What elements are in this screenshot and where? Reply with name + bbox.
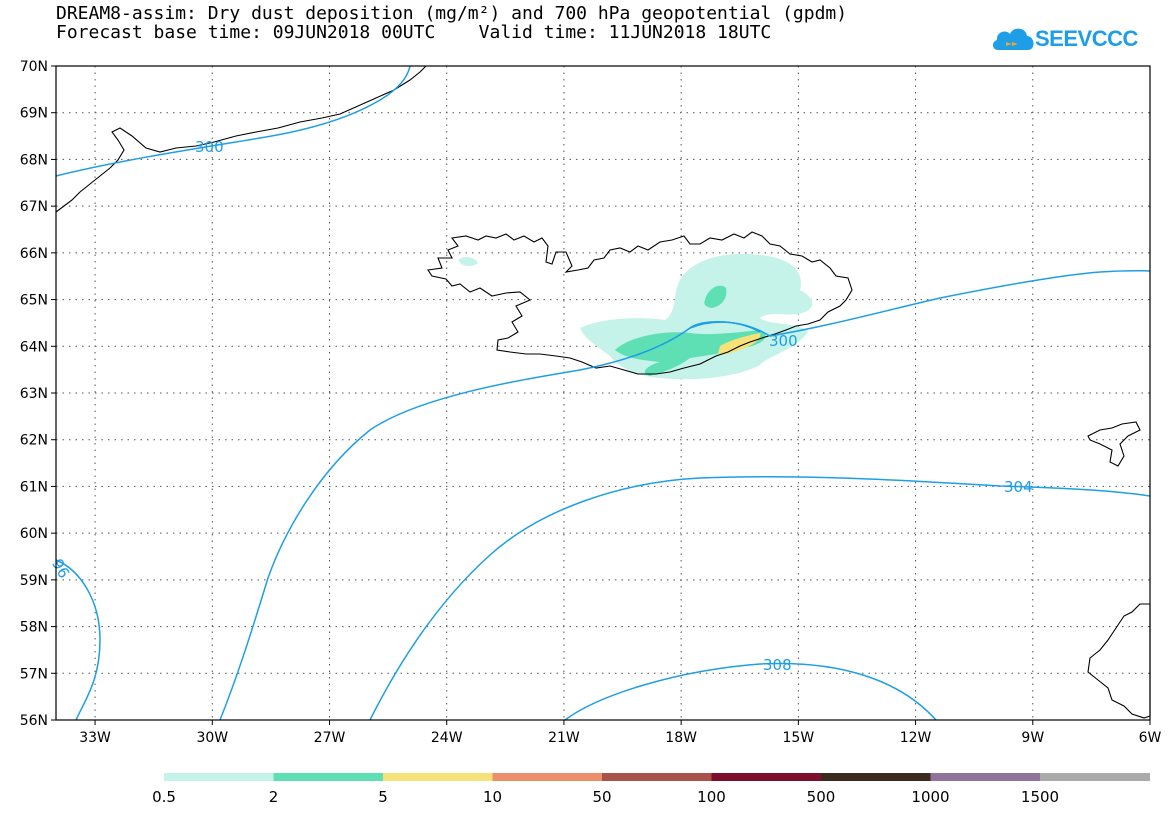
colorbar-segment bbox=[711, 773, 822, 781]
faroe-coastline bbox=[1087, 421, 1141, 467]
seevccc-logo: SEEVCCC bbox=[990, 20, 1140, 60]
colorbar-label: 2 bbox=[269, 788, 279, 806]
lat-tick-label: 59N bbox=[20, 573, 48, 589]
contour-300-loop bbox=[689, 321, 761, 333]
colorbar-segment bbox=[492, 773, 603, 781]
lon-tick-label: 18W bbox=[665, 730, 697, 746]
contour-296 bbox=[55, 559, 101, 721]
lon-tick-label: 33W bbox=[79, 730, 111, 746]
dust-area-medium bbox=[615, 330, 766, 376]
lat-tick-label: 61N bbox=[20, 479, 48, 495]
colorbar-label: 10 bbox=[483, 788, 502, 806]
lon-tick-label: 9W bbox=[1021, 730, 1044, 746]
lat-tick-label: 70N bbox=[20, 59, 48, 75]
dust-area-light-2 bbox=[458, 257, 478, 267]
contour-300-main bbox=[219, 270, 1151, 721]
chart-subtitle: Forecast base time: 09JUN2018 00UTC Vali… bbox=[56, 22, 772, 43]
gridlines bbox=[56, 66, 1150, 720]
lon-tick-label: 27W bbox=[314, 730, 346, 746]
lat-tick-label: 67N bbox=[20, 199, 48, 215]
dust-area-high bbox=[718, 333, 761, 355]
cloud-icon bbox=[992, 28, 1034, 50]
colorbar-label: 1500 bbox=[1021, 788, 1059, 806]
contour-label-308: 308 bbox=[763, 656, 792, 674]
lat-tick-label: 65N bbox=[20, 293, 48, 309]
lon-tick-label: 12W bbox=[900, 730, 932, 746]
latitude-labels: 70N 69N 68N 67N 66N 65N 64N 63N 62N 61N 60N 59N 58N 5… bbox=[20, 59, 56, 729]
logo-text: SEEVCCC bbox=[1035, 26, 1138, 51]
colorbar-segment bbox=[164, 773, 274, 781]
colorbar-segment bbox=[383, 773, 493, 781]
lat-tick-label: 64N bbox=[20, 339, 48, 355]
colorbar-label: 50 bbox=[592, 788, 611, 806]
dust-area-medium-2 bbox=[704, 285, 727, 308]
contour-300-north bbox=[55, 65, 411, 177]
lat-tick-label: 63N bbox=[20, 386, 48, 402]
lat-tick-label: 58N bbox=[20, 620, 48, 636]
colorbar-segment bbox=[602, 773, 712, 781]
colorbar: 0.5 2 5 10 50 100 500 1000 1500 bbox=[152, 773, 1150, 806]
dust-area-light bbox=[580, 253, 813, 380]
contour-label-96: 96 bbox=[48, 556, 73, 582]
lat-tick-label: 69N bbox=[20, 106, 48, 122]
colorbar-label: 1000 bbox=[911, 788, 949, 806]
greenland-coastline bbox=[55, 65, 427, 213]
lon-tick-label: 21W bbox=[548, 730, 580, 746]
contour-304 bbox=[369, 475, 1151, 721]
lon-tick-label: 30W bbox=[196, 730, 228, 746]
contour-label-300-north: 300 bbox=[195, 138, 224, 156]
lat-tick-label: 56N bbox=[20, 713, 48, 729]
colorbar-label: 5 bbox=[378, 788, 388, 806]
colorbar-segment bbox=[1040, 773, 1150, 781]
lon-tick-label: 6W bbox=[1139, 730, 1162, 746]
contour-labels: 300 300 304 308 96 bbox=[48, 138, 1033, 674]
iceland-coastline bbox=[427, 231, 853, 375]
dust-deposition-shading bbox=[458, 253, 813, 380]
lat-tick-label: 62N bbox=[20, 433, 48, 449]
lat-tick-label: 57N bbox=[20, 666, 48, 682]
contour-label-304: 304 bbox=[1004, 478, 1033, 496]
lat-tick-label: 60N bbox=[20, 526, 48, 542]
scotland-coastline bbox=[1087, 603, 1151, 719]
lon-tick-label: 15W bbox=[783, 730, 815, 746]
colorbar-segment bbox=[273, 773, 384, 781]
coastlines bbox=[55, 65, 1151, 719]
lat-tick-label: 66N bbox=[20, 246, 48, 262]
lon-tick-label: 24W bbox=[431, 730, 463, 746]
chart-title: DREAM8-assim: Dry dust deposition (mg/m²… bbox=[56, 3, 848, 24]
lat-tick-label: 68N bbox=[20, 152, 48, 168]
colorbar-label: 100 bbox=[697, 788, 726, 806]
contour-308 bbox=[564, 662, 937, 721]
geopotential-contours bbox=[55, 65, 1151, 721]
longitude-labels: 33W 30W 27W 24W 21W 18W 15W 12W 9W 6W bbox=[79, 720, 1162, 746]
colorbar-label: 500 bbox=[807, 788, 836, 806]
colorbar-label: 0.5 bbox=[152, 788, 176, 806]
colorbar-segment bbox=[930, 773, 1041, 781]
colorbar-segment bbox=[821, 773, 931, 781]
contour-label-300: 300 bbox=[769, 332, 798, 350]
